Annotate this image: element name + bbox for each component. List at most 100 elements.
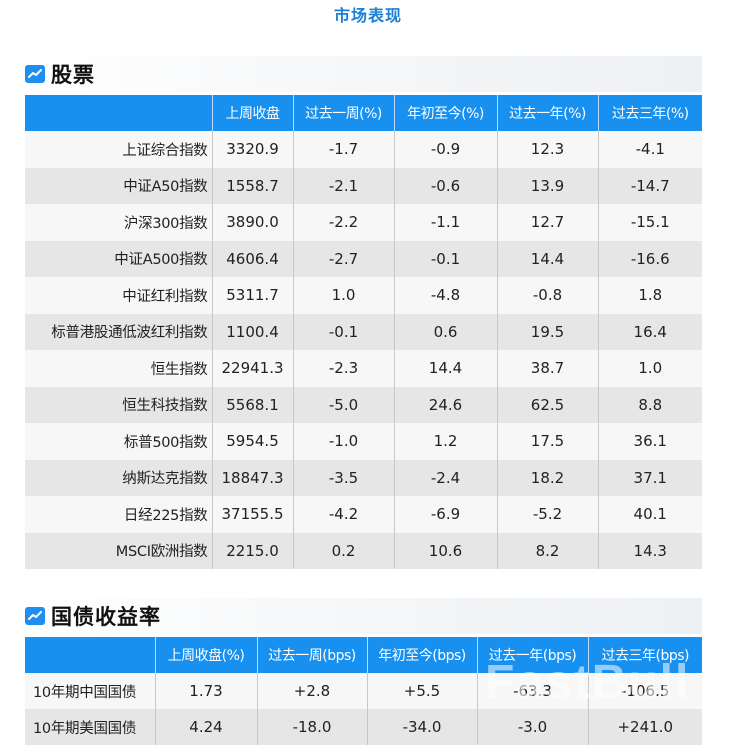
table-row: 纳斯达克指数 18847.3 -3.5 -2.4 18.2 37.1 (25, 459, 702, 496)
three-year-change: 36.1 (597, 423, 702, 460)
year-change: -63.3 (476, 673, 588, 709)
year-change: 14.4 (496, 240, 598, 277)
table-row: 恒生指数 22941.3 -2.3 14.4 38.7 1.0 (25, 350, 702, 387)
three-year-change: -15.1 (597, 204, 702, 241)
year-change: 8.2 (496, 532, 598, 569)
stocks-section-header: 股票 (25, 56, 702, 92)
ytd-change: -1.1 (393, 204, 497, 241)
three-year-change: 1.8 (597, 277, 702, 314)
column-header: 年初至今(%) (393, 95, 497, 131)
index-name: 上证综合指数 (25, 131, 212, 168)
index-name: 中证红利指数 (25, 277, 212, 314)
three-year-change: 40.1 (597, 496, 702, 533)
index-name: 纳斯达克指数 (25, 459, 212, 496)
stocks-section: 股票 上周收盘 过去一周(%) 年初至今(%) 过去一年(%) 过去三年(%) … (25, 56, 702, 569)
week-change: 0.2 (292, 532, 394, 569)
bonds-section: 国债收益率 上周收盘(%) 过去一周(bps) 年初至今(bps) 过去一年(b… (25, 598, 702, 745)
year-change: 19.5 (496, 313, 598, 350)
ytd-change: -0.9 (393, 131, 497, 168)
three-year-change: -16.6 (597, 240, 702, 277)
column-header (25, 637, 155, 673)
table-row: 中证A50指数 1558.7 -2.1 -0.6 13.9 -14.7 (25, 167, 702, 204)
week-change: -2.1 (292, 167, 394, 204)
table-row: 中证A500指数 4606.4 -2.7 -0.1 14.4 -16.6 (25, 240, 702, 277)
index-name: 沪深300指数 (25, 204, 212, 241)
last-close: 4606.4 (211, 240, 293, 277)
three-year-change: 16.4 (597, 313, 702, 350)
week-change: 1.0 (292, 277, 394, 314)
three-year-change: -4.1 (597, 131, 702, 168)
index-name: 标普港股通低波红利指数 (25, 313, 212, 350)
three-year-change: 1.0 (597, 350, 702, 387)
ytd-change: 0.6 (393, 313, 497, 350)
table-row: 标普港股通低波红利指数 1100.4 -0.1 0.6 19.5 16.4 (25, 313, 702, 350)
last-close: 2215.0 (211, 532, 293, 569)
column-header: 过去三年(bps) (587, 637, 702, 673)
index-name: MSCI欧洲指数 (25, 532, 212, 569)
week-change: -2.2 (292, 204, 394, 241)
week-change: -4.2 (292, 496, 394, 533)
last-close: 5954.5 (211, 423, 293, 460)
last-close: 18847.3 (211, 459, 293, 496)
column-header: 过去三年(%) (597, 95, 702, 131)
year-change: -3.0 (476, 709, 588, 745)
bonds-table: 上周收盘(%) 过去一周(bps) 年初至今(bps) 过去一年(bps) 过去… (25, 637, 702, 745)
ytd-change: +5.5 (366, 673, 477, 709)
last-close: 1.73 (154, 673, 257, 709)
column-header: 过去一年(%) (496, 95, 598, 131)
three-year-change: -14.7 (597, 167, 702, 204)
year-change: 17.5 (496, 423, 598, 460)
column-header: 上周收盘(%) (154, 637, 257, 673)
ytd-change: 1.2 (393, 423, 497, 460)
bonds-header-row: 上周收盘(%) 过去一周(bps) 年初至今(bps) 过去一年(bps) 过去… (25, 637, 702, 673)
week-change: -5.0 (292, 386, 394, 423)
trend-chart-icon (25, 607, 45, 625)
bonds-section-title: 国债收益率 (51, 605, 161, 629)
table-row: 恒生科技指数 5568.1 -5.0 24.6 62.5 8.8 (25, 386, 702, 423)
last-close: 22941.3 (211, 350, 293, 387)
trend-chart-icon (25, 65, 45, 83)
week-change: -0.1 (292, 313, 394, 350)
week-change: -18.0 (256, 709, 367, 745)
year-change: 13.9 (496, 167, 598, 204)
year-change: 18.2 (496, 459, 598, 496)
year-change: -0.8 (496, 277, 598, 314)
table-row: 上证综合指数 3320.9 -1.7 -0.9 12.3 -4.1 (25, 131, 702, 168)
year-change: 12.3 (496, 131, 598, 168)
week-change: -1.0 (292, 423, 394, 460)
stocks-table: 上周收盘 过去一周(%) 年初至今(%) 过去一年(%) 过去三年(%) 上证综… (25, 95, 702, 569)
bond-name: 10年期中国国债 (25, 673, 155, 709)
ytd-change: -34.0 (366, 709, 477, 745)
table-row: 沪深300指数 3890.0 -2.2 -1.1 12.7 -15.1 (25, 204, 702, 241)
bonds-section-header: 国债收益率 (25, 598, 702, 634)
table-row: 10年期美国国债 4.24 -18.0 -34.0 -3.0 +241.0 (25, 709, 702, 745)
three-year-change: -106.5 (587, 673, 702, 709)
year-change: 38.7 (496, 350, 598, 387)
year-change: 62.5 (496, 386, 598, 423)
index-name: 恒生指数 (25, 350, 212, 387)
table-row: 10年期中国国债 1.73 +2.8 +5.5 -63.3 -106.5 (25, 673, 702, 709)
ytd-change: 10.6 (393, 532, 497, 569)
column-header: 过去一周(bps) (256, 637, 367, 673)
last-close: 3320.9 (211, 131, 293, 168)
three-year-change: 8.8 (597, 386, 702, 423)
index-name: 中证A500指数 (25, 240, 212, 277)
last-close: 1558.7 (211, 167, 293, 204)
year-change: -5.2 (496, 496, 598, 533)
last-close: 5568.1 (211, 386, 293, 423)
last-close: 5311.7 (211, 277, 293, 314)
column-header: 年初至今(bps) (366, 637, 477, 673)
table-row: 日经225指数 37155.5 -4.2 -6.9 -5.2 40.1 (25, 496, 702, 533)
page-title: 市场表现 (333, 6, 402, 25)
index-name: 日经225指数 (25, 496, 212, 533)
week-change: -3.5 (292, 459, 394, 496)
bond-name: 10年期美国国债 (25, 709, 155, 745)
ytd-change: -0.1 (393, 240, 497, 277)
column-header: 上周收盘 (211, 95, 293, 131)
table-row: MSCI欧洲指数 2215.0 0.2 10.6 8.2 14.3 (25, 532, 702, 569)
stocks-section-title: 股票 (51, 63, 95, 87)
column-header: 过去一年(bps) (476, 637, 588, 673)
last-close: 3890.0 (211, 204, 293, 241)
ytd-change: 14.4 (393, 350, 497, 387)
stocks-header-row: 上周收盘 过去一周(%) 年初至今(%) 过去一年(%) 过去三年(%) (25, 95, 702, 131)
